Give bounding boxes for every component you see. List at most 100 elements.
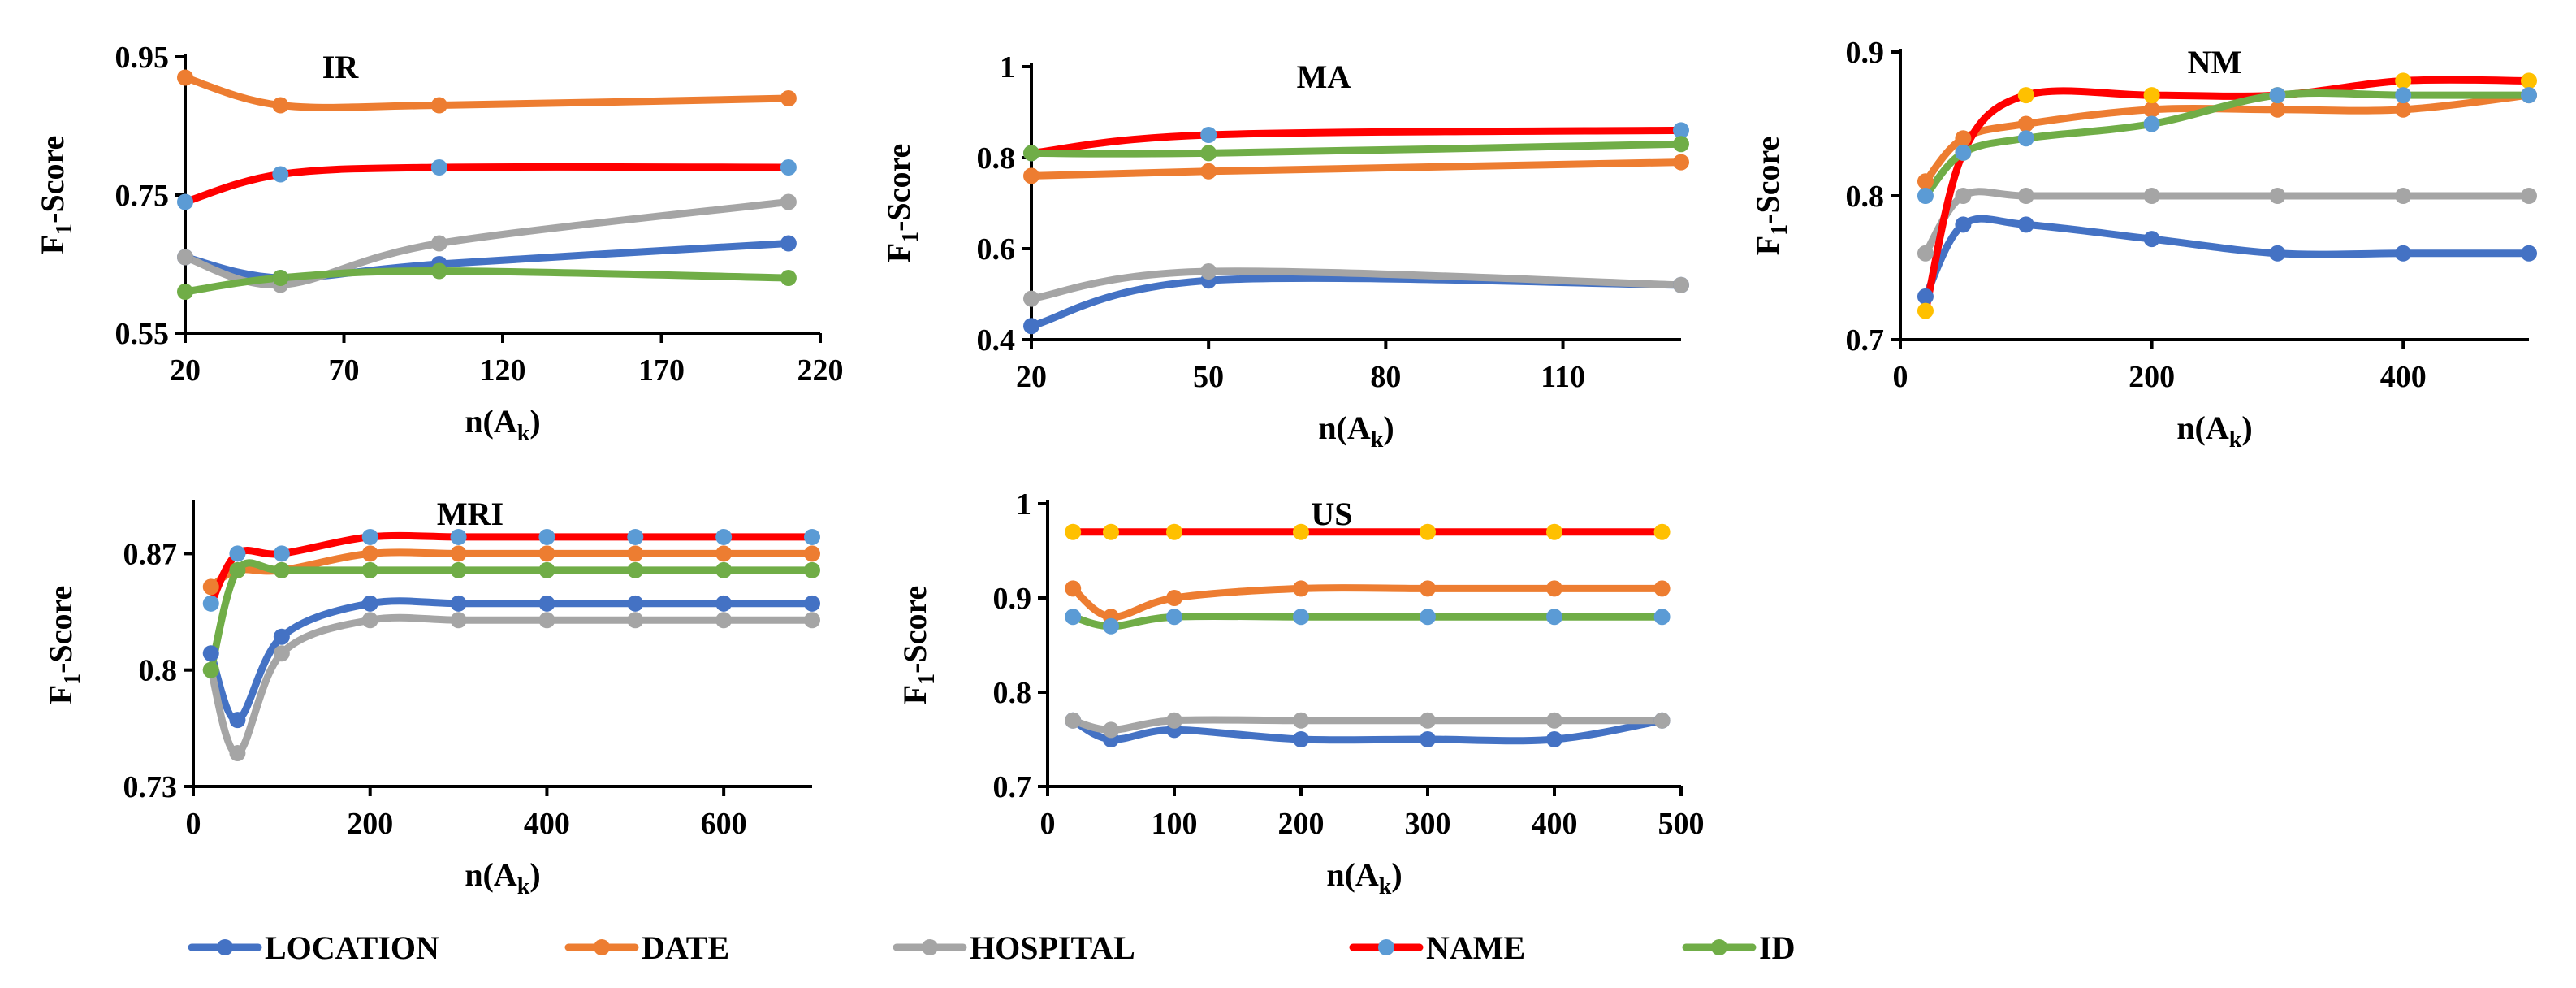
x-tick-label: 170 xyxy=(638,353,685,388)
data-point-id xyxy=(272,270,289,286)
data-point-id xyxy=(2521,87,2537,104)
data-point-date xyxy=(1166,590,1182,606)
data-point-location xyxy=(2269,245,2286,262)
y-tick-label: 0.6 xyxy=(977,232,1016,266)
data-point-id xyxy=(1065,609,1082,626)
legend-marker-name xyxy=(1378,939,1394,956)
data-point-name xyxy=(538,528,555,545)
data-point-date xyxy=(1955,130,1972,147)
series-line-date xyxy=(181,74,793,111)
data-point-hospital xyxy=(2017,188,2034,204)
data-point-location xyxy=(780,235,797,252)
x-tick-label: 100 xyxy=(1152,807,1198,841)
x-tick-label: 400 xyxy=(524,807,570,841)
data-point-name xyxy=(1653,523,1671,540)
y-tick-label: 0.8 xyxy=(977,141,1016,176)
data-point-id xyxy=(1293,609,1309,626)
data-point-hospital xyxy=(1200,263,1217,280)
y-tick-label: 1 xyxy=(1000,50,1015,84)
data-point-hospital xyxy=(2395,188,2412,204)
series-line-hospital xyxy=(1027,267,1685,303)
data-point-date xyxy=(1293,580,1309,597)
data-point-date xyxy=(361,545,378,562)
y-tick-label: 0.4 xyxy=(977,323,1016,358)
legend-marker-hospital xyxy=(922,939,938,956)
data-point-id xyxy=(2395,87,2412,104)
data-point-hospital xyxy=(715,612,733,629)
data-point-location xyxy=(2395,245,2412,262)
data-point-hospital xyxy=(780,193,797,210)
legend-label-hospital: HOSPITAL xyxy=(970,930,1135,966)
x-tick-label: 120 xyxy=(480,353,526,388)
x-tick-label: 600 xyxy=(701,807,747,841)
y-axis-label: F1-Score xyxy=(42,586,85,705)
chart-title: IR xyxy=(322,49,360,85)
x-tick-label: 20 xyxy=(170,353,201,388)
data-point-date xyxy=(2395,101,2412,118)
data-point-hospital xyxy=(2521,188,2537,204)
data-point-id xyxy=(361,561,378,578)
data-point-location xyxy=(202,645,219,662)
x-tick-label: 70 xyxy=(329,353,360,388)
data-point-hospital xyxy=(1955,188,1972,204)
data-point-date xyxy=(1917,173,1934,190)
data-point-location xyxy=(715,595,733,612)
data-point-id xyxy=(538,561,555,578)
data-point-hospital xyxy=(1103,722,1119,739)
data-point-name xyxy=(1673,122,1689,139)
x-tick-label: 0 xyxy=(1893,360,1908,394)
data-point-name xyxy=(2143,87,2160,104)
y-axis-label: F1-Score xyxy=(897,586,940,705)
data-point-date xyxy=(1200,162,1217,180)
data-point-location xyxy=(273,628,290,645)
y-tick-label: 0.7 xyxy=(1846,323,1885,358)
data-point-name xyxy=(361,528,378,545)
data-point-hospital xyxy=(430,235,447,252)
series-line-name xyxy=(181,162,793,206)
x-tick-label: 400 xyxy=(2380,360,2427,394)
x-axis-label: n(Ak) xyxy=(2176,410,2252,453)
chart-title: MRI xyxy=(437,496,504,532)
data-point-id xyxy=(1653,609,1671,626)
data-point-location xyxy=(1917,288,1934,305)
series-line-date xyxy=(1027,158,1685,180)
data-point-date xyxy=(715,545,733,562)
data-point-name xyxy=(804,528,820,545)
data-point-id xyxy=(1546,609,1562,626)
data-point-hospital xyxy=(1166,712,1182,729)
data-point-date xyxy=(177,69,193,86)
data-point-id xyxy=(2143,115,2160,132)
data-point-date xyxy=(450,545,467,562)
y-axis-label: F1-Score xyxy=(34,136,77,255)
data-point-date xyxy=(1653,580,1671,597)
x-tick-label: 400 xyxy=(1532,807,1578,841)
data-point-id xyxy=(450,561,467,578)
data-point-name xyxy=(780,159,797,176)
data-point-id xyxy=(1200,145,1217,162)
data-point-hospital xyxy=(1917,245,1934,262)
data-point-location xyxy=(2521,245,2537,262)
series-line-id xyxy=(181,267,793,296)
y-tick-label: 0.73 xyxy=(123,770,178,804)
legend-label-location: LOCATION xyxy=(265,930,439,966)
data-point-hospital xyxy=(177,249,193,266)
data-point-location xyxy=(1023,318,1039,335)
data-point-name xyxy=(450,528,467,545)
data-point-hospital xyxy=(1293,712,1309,729)
series-line-name xyxy=(207,531,816,608)
data-point-date xyxy=(1065,580,1082,597)
data-point-date xyxy=(430,97,447,114)
data-point-id xyxy=(627,561,644,578)
x-tick-label: 200 xyxy=(2129,360,2175,394)
x-tick-label: 200 xyxy=(347,807,393,841)
data-point-id xyxy=(177,284,193,300)
data-point-name xyxy=(1065,523,1082,540)
series-line-name xyxy=(1027,126,1685,157)
data-point-id xyxy=(2269,87,2286,104)
data-point-id xyxy=(1166,609,1182,626)
y-axis-label: F1-Score xyxy=(1749,136,1792,256)
data-point-id xyxy=(430,262,447,280)
chart-panel-nm: 0.7 0.8 0.9 0 200 400 NM F1-Score n(Ak) xyxy=(1749,36,2537,453)
chart-title: MA xyxy=(1297,58,1351,95)
x-axis-label: n(Ak) xyxy=(465,403,540,446)
